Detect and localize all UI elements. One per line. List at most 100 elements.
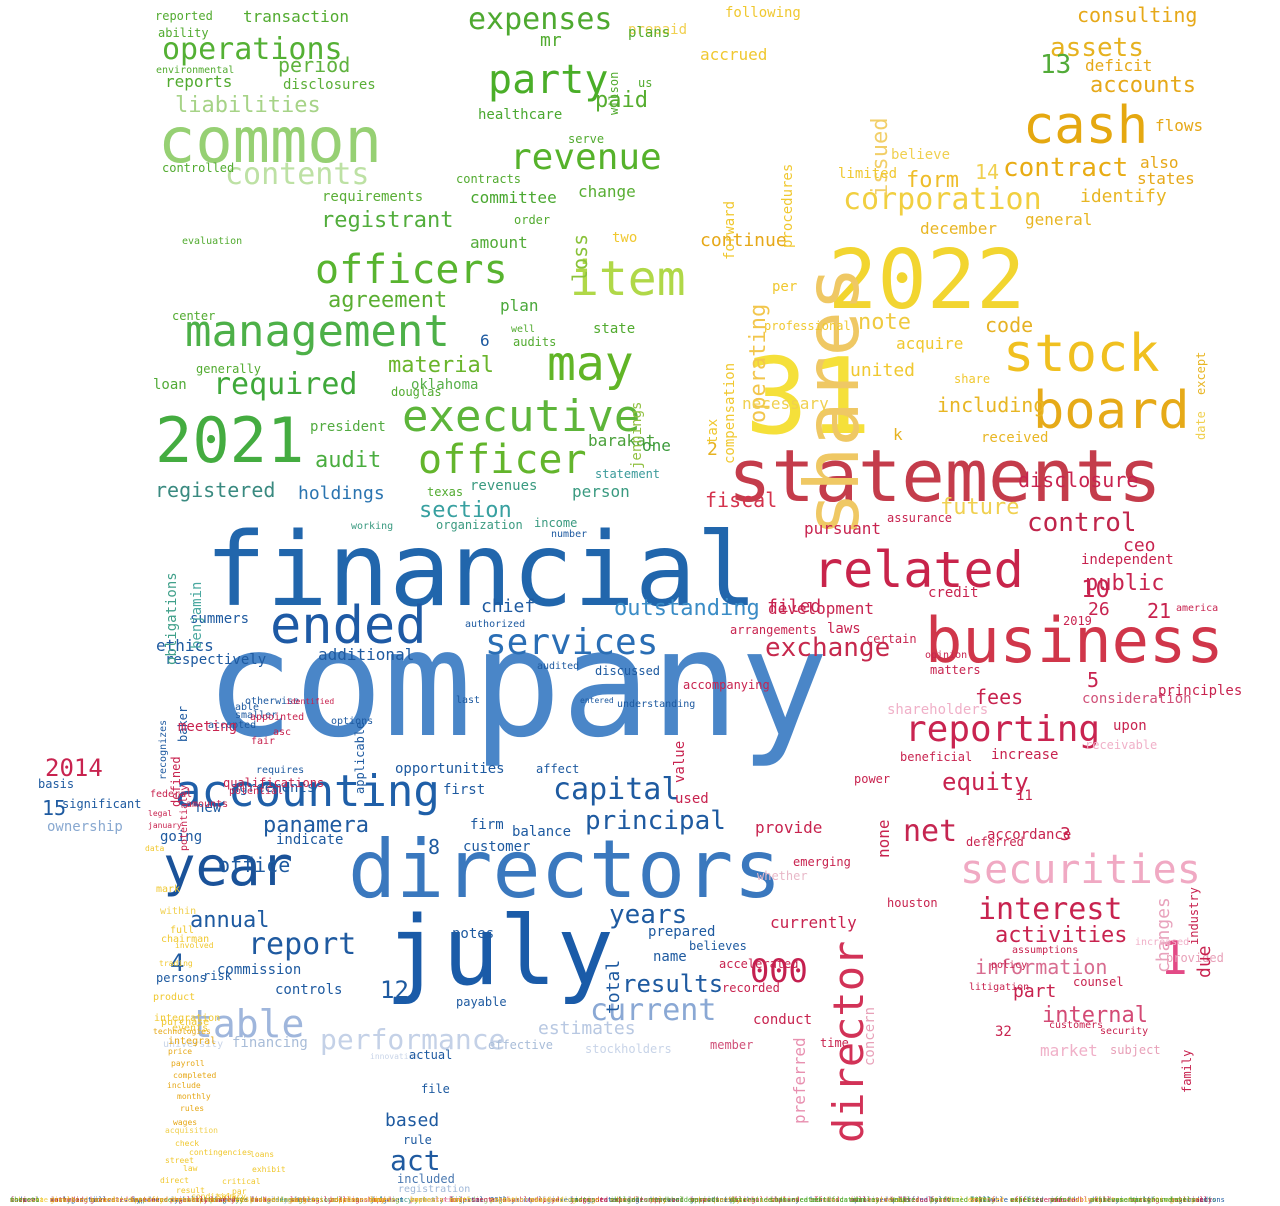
- cloud-word: statements: [728, 434, 1162, 518]
- cloud-word: evaluated: [850, 1196, 888, 1204]
- cloud-word: incorporated: [570, 1196, 621, 1204]
- cloud-word: going: [160, 829, 203, 845]
- cloud-word: paid: [595, 88, 648, 113]
- cloud-word: materially: [1170, 1196, 1213, 1204]
- cloud-word: march: [450, 1196, 472, 1204]
- cloud-word: analysis: [50, 1196, 84, 1204]
- cloud-word: accepted: [208, 720, 257, 731]
- cloud-word: 77002: [970, 1196, 992, 1204]
- cloud-word: corporation: [843, 182, 1042, 217]
- cloud-word: recorded: [722, 981, 780, 995]
- cloud-word: among: [570, 1196, 592, 1204]
- cloud-word: wilson: [607, 71, 621, 115]
- cloud-word: senior: [610, 1196, 636, 1204]
- cloud-word: monthly: [177, 1092, 211, 1101]
- cloud-word: awards: [1090, 1196, 1116, 1204]
- cloud-word: legal: [148, 809, 173, 818]
- cloud-word: wages: [173, 1118, 198, 1127]
- cloud-word: member: [710, 1038, 754, 1052]
- cloud-word: carryforward: [1130, 1196, 1181, 1204]
- cloud-word: operations: [162, 32, 343, 67]
- cloud-word: rendered: [650, 1196, 684, 1204]
- cloud-word: accompanying: [683, 678, 770, 692]
- cloud-word: 31: [745, 336, 872, 458]
- cloud-word: shareholder: [730, 1196, 777, 1204]
- cloud-word: following: [725, 5, 801, 21]
- cloud-word: accounts: [1090, 73, 1196, 98]
- cloud-word: business: [925, 604, 1224, 677]
- cloud-word: smaller: [235, 710, 278, 721]
- cloud-word: accrued: [700, 45, 768, 64]
- cloud-word: years: [609, 900, 688, 930]
- cloud-word: current: [590, 993, 717, 1028]
- cloud-word: understanding: [617, 699, 696, 710]
- cloud-word: offer: [1050, 1196, 1072, 1204]
- cloud-word: determined: [730, 1196, 773, 1204]
- cloud-word: 8: [428, 835, 441, 859]
- cloud-word: form: [906, 168, 959, 193]
- cloud-word: ceo: [1123, 535, 1156, 556]
- cloud-word: matter: [1010, 1196, 1036, 1204]
- cloud-word: instruments: [1170, 1196, 1217, 1204]
- cloud-word: filed: [767, 596, 822, 617]
- cloud-word: april: [850, 1196, 872, 1204]
- cloud-word: certification: [810, 1196, 865, 1204]
- cloud-word: webster: [890, 1196, 920, 1204]
- cloud-word: 2: [707, 439, 718, 460]
- cloud-word: capital: [553, 772, 680, 807]
- cloud-word: 13: [1040, 50, 1072, 80]
- cloud-word: increased: [1135, 937, 1190, 948]
- cloud-word: total: [603, 959, 624, 1014]
- cloud-word: provided: [1166, 951, 1224, 965]
- cloud-word: since: [1130, 1196, 1152, 1204]
- cloud-word: expected: [970, 1196, 1004, 1204]
- cloud-word: disclosure: [1018, 468, 1139, 492]
- cloud-word: obligations: [164, 572, 180, 666]
- cloud-word: estimates: [538, 1018, 636, 1039]
- cloud-word: available: [970, 1196, 1008, 1204]
- cloud-word: agreements: [231, 780, 316, 796]
- cloud-word: effective: [488, 1038, 554, 1052]
- cloud-word: identify: [1080, 186, 1167, 207]
- cloud-word: integration: [154, 1013, 221, 1024]
- cloud-word: space: [1130, 1196, 1152, 1204]
- cloud-word: laws: [827, 621, 861, 637]
- cloud-word: value: [672, 741, 688, 784]
- cloud-word: growth: [50, 1196, 76, 1204]
- cloud-word: authorized: [465, 619, 526, 630]
- cloud-word: meeting: [178, 719, 238, 735]
- cloud-word: committee: [470, 188, 557, 207]
- cloud-word: known: [690, 1196, 712, 1204]
- cloud-word: revenues: [470, 478, 538, 494]
- cloud-word: critical: [222, 1177, 261, 1186]
- cloud-word: large: [210, 1196, 232, 1204]
- cloud-word: concluded: [1170, 1196, 1208, 1204]
- cloud-word: cash: [1023, 96, 1149, 156]
- cloud-word: outstanding: [614, 596, 760, 621]
- cloud-word: consideration: [1082, 691, 1192, 707]
- cloud-word: person: [572, 482, 630, 501]
- cloud-word: professional: [764, 319, 851, 333]
- cloud-word: accordance: [987, 827, 1072, 843]
- cloud-word: mark: [156, 884, 181, 895]
- cloud-word: code: [985, 313, 1034, 337]
- cloud-word: listed: [210, 1196, 236, 1204]
- cloud-word: businesses: [410, 1196, 453, 1204]
- cloud-word: fraud: [930, 1196, 952, 1204]
- cloud-word: raising: [370, 1196, 400, 1204]
- cloud-word: flows: [1155, 116, 1204, 135]
- cloud-word: submit: [490, 1196, 516, 1204]
- cloud-word: activities: [995, 923, 1128, 948]
- cloud-word: officers: [315, 247, 508, 293]
- cloud-word: line: [370, 1196, 387, 1204]
- cloud-word: upon: [1113, 718, 1147, 734]
- cloud-word: symbol: [170, 1196, 196, 1204]
- cloud-word: necessary: [742, 394, 829, 413]
- cloud-word: review: [10, 1196, 36, 1204]
- cloud-word: contents: [225, 157, 370, 192]
- cloud-word: implied: [770, 1196, 800, 1204]
- cloud-word: address: [330, 1196, 360, 1204]
- cloud-word: proceeding: [250, 1196, 293, 1204]
- cloud-word: policies: [530, 1196, 564, 1204]
- cloud-word: insurance: [210, 1196, 248, 1204]
